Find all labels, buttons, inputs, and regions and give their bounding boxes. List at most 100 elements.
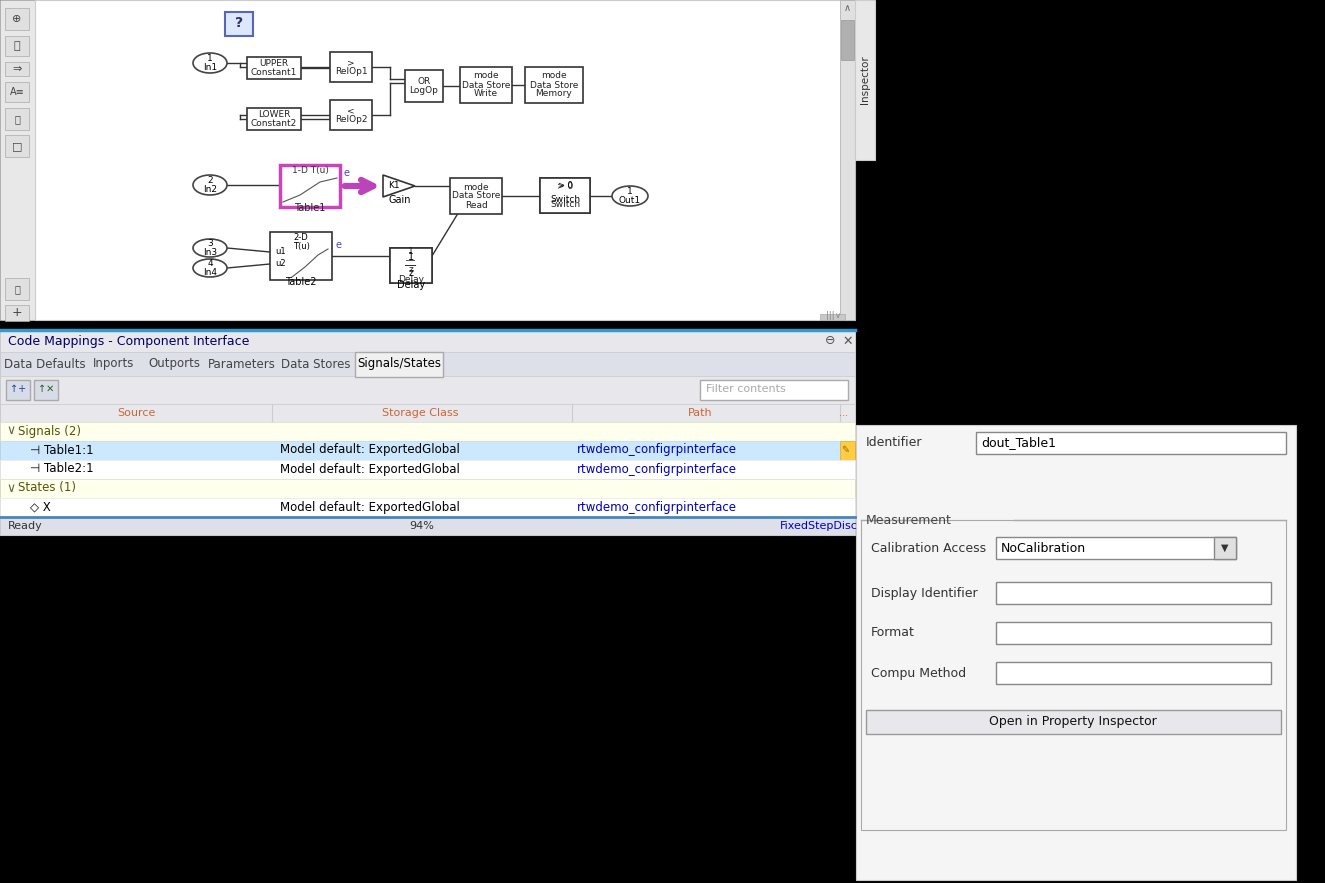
Text: >: > <box>347 58 355 67</box>
Text: LogOp: LogOp <box>409 86 439 95</box>
Text: □: □ <box>12 141 23 151</box>
Text: Switch: Switch <box>550 195 580 205</box>
Bar <box>34 380 58 400</box>
Text: Table1: Table1 <box>294 203 326 213</box>
Text: Open in Property Inspector: Open in Property Inspector <box>990 714 1157 728</box>
Text: 94%: 94% <box>409 521 435 531</box>
Text: Constant2: Constant2 <box>250 119 297 128</box>
Bar <box>977 432 1287 454</box>
Text: Delay: Delay <box>398 275 424 283</box>
Text: Data Store: Data Store <box>452 192 501 200</box>
Text: ∨: ∨ <box>7 481 15 494</box>
Bar <box>246 108 301 130</box>
Text: ⇒: ⇒ <box>12 64 21 74</box>
Text: Write: Write <box>474 89 498 99</box>
Text: ∨: ∨ <box>835 312 841 321</box>
Text: ?: ? <box>235 16 242 30</box>
Bar <box>1214 537 1236 559</box>
Text: |||: ||| <box>825 312 835 321</box>
Text: ◇ X: ◇ X <box>30 501 50 514</box>
Text: mode: mode <box>473 72 498 80</box>
Text: Calibration Access: Calibration Access <box>871 541 986 555</box>
Text: T(u): T(u) <box>293 241 310 251</box>
Bar <box>700 380 848 400</box>
Bar <box>861 520 1287 830</box>
Text: dout_Table1: dout_Table1 <box>980 436 1056 449</box>
Text: Table2: Table2 <box>285 277 317 287</box>
Bar <box>355 352 443 377</box>
Text: Out1: Out1 <box>619 196 641 205</box>
Text: ⊖: ⊖ <box>824 335 835 348</box>
Bar <box>0 441 840 460</box>
Bar <box>0 376 855 404</box>
Text: Data Defaults: Data Defaults <box>4 358 86 371</box>
Bar <box>996 662 1271 684</box>
Bar <box>996 537 1236 559</box>
Bar <box>0 460 855 479</box>
Bar <box>246 57 301 79</box>
Bar <box>856 425 1296 880</box>
Text: Compu Method: Compu Method <box>871 667 966 680</box>
Text: 1-D T(u): 1-D T(u) <box>292 165 329 175</box>
Text: rtwdemo_configrpinterface: rtwdemo_configrpinterface <box>576 501 737 514</box>
Text: mode: mode <box>464 183 489 192</box>
Text: In3: In3 <box>203 248 217 257</box>
Text: In2: In2 <box>203 185 217 194</box>
Text: 1: 1 <box>627 187 633 196</box>
Text: 1: 1 <box>207 54 213 63</box>
Ellipse shape <box>193 259 227 277</box>
Bar <box>541 178 590 213</box>
Text: NoCalibration: NoCalibration <box>1000 541 1086 555</box>
Text: 1: 1 <box>408 252 413 262</box>
Bar <box>5 82 29 102</box>
Text: 4: 4 <box>207 259 213 268</box>
Bar <box>451 178 502 214</box>
Text: UPPER: UPPER <box>260 59 289 68</box>
Text: OR: OR <box>417 77 431 86</box>
Text: ✕: ✕ <box>843 335 853 348</box>
Bar <box>5 62 29 76</box>
Text: Path: Path <box>688 408 713 418</box>
Text: rtwdemo_configrpinterface: rtwdemo_configrpinterface <box>576 463 737 476</box>
Text: States (1): States (1) <box>19 481 76 494</box>
Text: ▼: ▼ <box>1222 543 1228 553</box>
Bar <box>5 36 29 56</box>
Bar <box>0 498 855 517</box>
Bar <box>5 278 29 300</box>
Text: ∧: ∧ <box>844 3 851 13</box>
Text: +: + <box>12 306 23 320</box>
Text: Switch: Switch <box>550 200 580 209</box>
Text: Signals (2): Signals (2) <box>19 425 81 437</box>
Text: 🖼: 🖼 <box>15 114 20 124</box>
Text: mode: mode <box>541 72 567 80</box>
Text: <: < <box>347 106 355 115</box>
Text: 📷: 📷 <box>15 284 20 294</box>
Text: z: z <box>408 266 413 275</box>
Bar <box>0 330 855 352</box>
Ellipse shape <box>612 186 648 206</box>
Bar <box>390 248 432 283</box>
Bar <box>0 330 855 535</box>
Text: > 0: > 0 <box>556 182 574 191</box>
Bar <box>541 178 590 213</box>
Ellipse shape <box>193 175 227 195</box>
Text: Identifier: Identifier <box>867 436 922 449</box>
Text: In4: In4 <box>203 268 217 277</box>
Text: Storage Class: Storage Class <box>382 408 458 418</box>
Bar <box>280 165 341 207</box>
Bar <box>841 20 855 60</box>
Text: rtwdemo_configrpinterface: rtwdemo_configrpinterface <box>576 443 737 457</box>
Bar <box>0 404 855 422</box>
Text: ↑✕: ↑✕ <box>38 384 54 394</box>
Text: Source: Source <box>117 408 155 418</box>
Bar <box>405 70 443 102</box>
Bar <box>525 67 583 103</box>
Text: Measurement: Measurement <box>867 514 951 526</box>
Bar <box>390 248 432 283</box>
Bar <box>5 108 29 130</box>
Text: In1: In1 <box>203 63 217 72</box>
Text: Data Store: Data Store <box>462 80 510 89</box>
Text: RelOp1: RelOp1 <box>335 67 367 76</box>
Text: Model default: ExportedGlobal: Model default: ExportedGlobal <box>280 463 460 476</box>
Text: ⊣ Table1:1: ⊣ Table1:1 <box>30 443 94 457</box>
